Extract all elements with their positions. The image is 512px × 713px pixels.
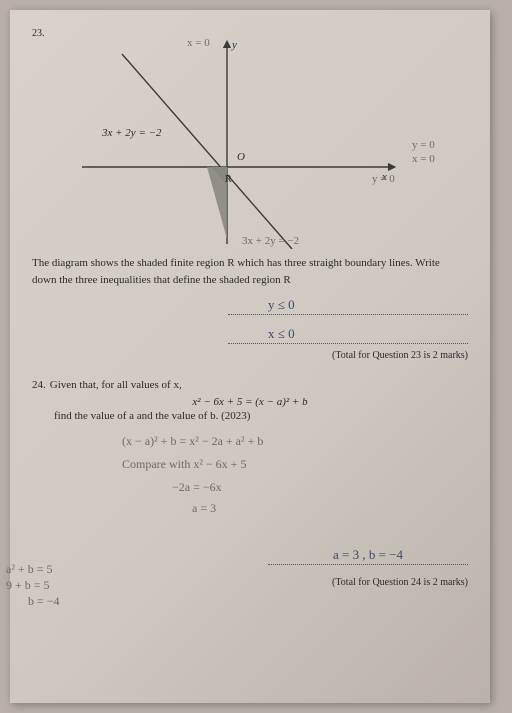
q23-total: (Total for Question 23 is 2 marks) bbox=[32, 350, 468, 361]
y-axis-label: y bbox=[232, 39, 237, 51]
q24-work2: Compare with x² − 6x + 5 bbox=[122, 457, 468, 472]
hand-annot-x0: x = 0 bbox=[412, 153, 435, 165]
hand-annot-bottomline: 3x + 2y = −2 bbox=[242, 235, 299, 247]
q24-work1: (x − a)² + b = x² − 2a + a² + b bbox=[122, 434, 468, 449]
hand-annot-y0c: y = 0 bbox=[372, 173, 395, 185]
q23-answer-line2: x ≤ 0 bbox=[228, 325, 468, 344]
q23-number: 23. bbox=[32, 28, 468, 39]
q23-text2: down the three inequalities that define … bbox=[32, 272, 468, 289]
q23-answer-line1: y ≤ 0 bbox=[228, 296, 468, 315]
q24-prompt-b: find the value of a and the value of b. … bbox=[54, 408, 468, 425]
q23-ans1: y ≤ 0 bbox=[268, 297, 295, 312]
region-label: R bbox=[225, 174, 232, 185]
q24-answer: a = 3 , b = −4 bbox=[333, 547, 403, 562]
hand-annot-y0a: y = 0 bbox=[412, 139, 435, 151]
q24-answer-line: a = 3 , b = −4 bbox=[268, 546, 468, 565]
q24-margin1: a² + b = 5 bbox=[6, 562, 52, 577]
q24-number: 24. bbox=[32, 379, 46, 391]
worksheet-page: 23. 3x + 2y = −2 O R x y x = 0 y = 0 x =… bbox=[10, 10, 490, 703]
origin-label: O bbox=[237, 151, 245, 163]
q24-prompt-a: Given that, for all values of x, bbox=[50, 379, 182, 391]
q24-work3: −2a = −6x bbox=[172, 480, 468, 495]
q24-equation: x² − 6x + 5 = (x − a)² + b bbox=[32, 396, 468, 408]
line-equation-label: 3x + 2y = −2 bbox=[102, 127, 162, 139]
hand-annot-top: x = 0 bbox=[187, 37, 210, 49]
q23-diagram: 3x + 2y = −2 O R x y x = 0 y = 0 x = 0 y… bbox=[32, 39, 462, 249]
graph-svg bbox=[32, 39, 462, 249]
q23-text1: The diagram shows the shaded finite regi… bbox=[32, 255, 468, 272]
q23-ans2: x ≤ 0 bbox=[268, 326, 295, 341]
q24-margin3: b = −4 bbox=[28, 594, 60, 609]
q24-margin2: 9 + b = 5 bbox=[6, 578, 50, 593]
q24-total: (Total for Question 24 is 2 marks) bbox=[32, 577, 468, 588]
q24-work4: a = 3 bbox=[192, 501, 468, 516]
